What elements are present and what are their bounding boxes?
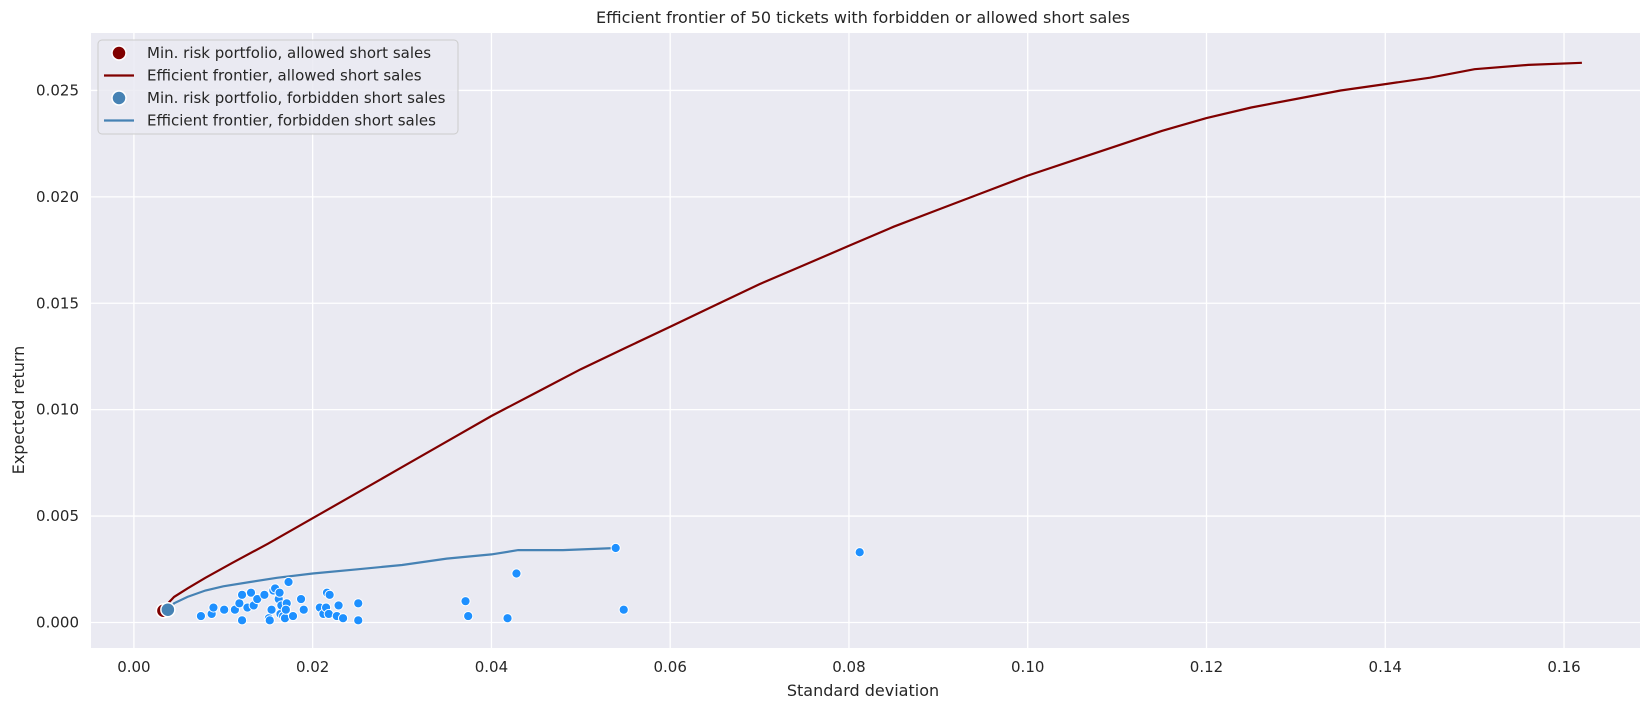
legend-label-2: Min. risk portfolio, forbidden short sal… bbox=[147, 89, 446, 107]
x-axis-ticks: 0.00 0.02 0.04 0.06 0.08 0.10 0.12 0.14 0.16 bbox=[117, 658, 1581, 676]
y-tick-label: 0.010 bbox=[36, 401, 79, 419]
y-tick-label: 0.015 bbox=[36, 294, 79, 312]
legend-label-0: Min. risk portfolio, allowed short sales bbox=[147, 44, 431, 62]
x-tick-label: 0.10 bbox=[1011, 658, 1044, 676]
x-tick-label: 0.14 bbox=[1369, 658, 1402, 676]
asset-point bbox=[610, 542, 621, 554]
x-tick-label: 0.02 bbox=[296, 658, 329, 676]
asset-point bbox=[280, 604, 291, 615]
asset-point bbox=[298, 604, 309, 615]
asset-point bbox=[283, 576, 294, 588]
y-tick-label: 0.000 bbox=[36, 613, 79, 631]
x-tick-label: 0.08 bbox=[832, 658, 865, 676]
legend-box bbox=[97, 39, 459, 135]
asset-point bbox=[208, 602, 219, 613]
asset-point bbox=[236, 615, 248, 626]
asset-point bbox=[460, 596, 471, 607]
asset-point bbox=[854, 547, 865, 558]
legend-marker-0 bbox=[111, 45, 127, 61]
frontier-lines bbox=[162, 61, 1582, 612]
asset-point bbox=[463, 610, 474, 622]
y-tick-label: 0.025 bbox=[36, 81, 79, 99]
x-tick-label: 0.12 bbox=[1190, 658, 1223, 676]
asset-point bbox=[353, 598, 364, 609]
asset-point bbox=[333, 600, 344, 611]
asset-point bbox=[353, 615, 364, 626]
legend: Min. risk portfolio, allowed short sales… bbox=[97, 39, 459, 135]
asset-point bbox=[245, 587, 257, 598]
x-tick-label: 0.00 bbox=[117, 658, 150, 676]
asset-point bbox=[259, 589, 270, 600]
grid-lines bbox=[91, 33, 1640, 648]
asset-point bbox=[236, 589, 248, 600]
series-line-3 bbox=[167, 546, 617, 611]
asset-point bbox=[337, 613, 349, 624]
asset-point bbox=[502, 613, 513, 624]
asset-point bbox=[324, 589, 335, 600]
y-tick-label: 0.020 bbox=[36, 188, 79, 206]
plot-area bbox=[91, 33, 1640, 648]
asset-point bbox=[511, 568, 522, 579]
chart-title: Efficient frontier of 50 tickets with fo… bbox=[596, 8, 1130, 27]
min-risk-markers bbox=[155, 601, 176, 619]
x-tick-label: 0.06 bbox=[653, 658, 686, 676]
asset-point bbox=[295, 593, 307, 605]
asset-point bbox=[195, 610, 207, 622]
y-axis-label: Expected return bbox=[9, 346, 28, 475]
legend-label-1: Efficient frontier, allowed short sales bbox=[147, 67, 422, 85]
x-tick-label: 0.04 bbox=[475, 658, 508, 676]
asset-point bbox=[618, 604, 629, 615]
y-tick-label: 0.005 bbox=[36, 507, 79, 525]
asset-point bbox=[264, 615, 275, 626]
asset-points bbox=[195, 542, 865, 626]
y-axis-ticks: 0.000 0.005 0.010 0.015 0.020 0.025 bbox=[36, 81, 79, 631]
asset-point bbox=[219, 604, 230, 615]
min-risk-marker-2 bbox=[160, 601, 176, 618]
asset-point bbox=[287, 610, 299, 622]
asset-point bbox=[266, 604, 277, 615]
asset-point bbox=[274, 587, 285, 598]
legend-label-3: Efficient frontier, forbidden short sale… bbox=[147, 112, 436, 130]
x-tick-label: 0.16 bbox=[1547, 658, 1580, 676]
legend-marker-2 bbox=[111, 90, 127, 106]
x-axis-label: Standard deviation bbox=[787, 681, 939, 700]
series-line-1 bbox=[162, 61, 1582, 612]
